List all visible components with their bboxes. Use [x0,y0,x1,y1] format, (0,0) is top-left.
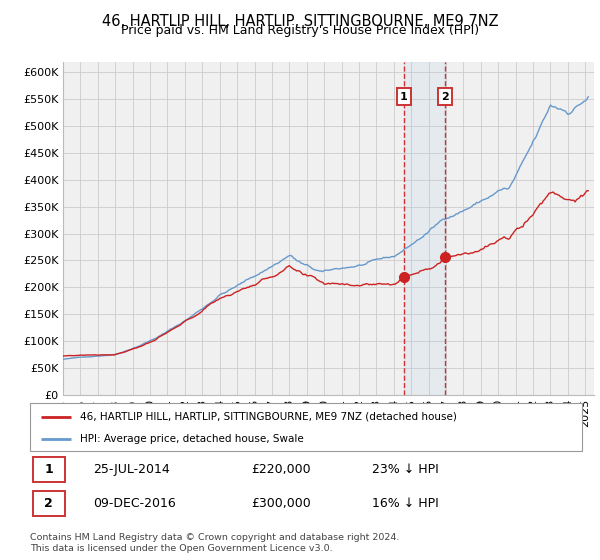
Text: 46, HARTLIP HILL, HARTLIP, SITTINGBOURNE, ME9 7NZ (detached house): 46, HARTLIP HILL, HARTLIP, SITTINGBOURNE… [80,412,457,422]
Text: 23% ↓ HPI: 23% ↓ HPI [372,463,439,477]
Text: 2: 2 [44,497,53,510]
Text: 09-DEC-2016: 09-DEC-2016 [94,497,176,510]
Bar [404,62,445,395]
FancyBboxPatch shape [30,403,582,451]
Text: 46, HARTLIP HILL, HARTLIP, SITTINGBOURNE, ME9 7NZ: 46, HARTLIP HILL, HARTLIP, SITTINGBOURNE… [101,14,499,29]
Text: 16% ↓ HPI: 16% ↓ HPI [372,497,439,510]
Text: £220,000: £220,000 [251,463,310,477]
Text: HPI: Average price, detached house, Swale: HPI: Average price, detached house, Swal… [80,434,304,444]
FancyBboxPatch shape [33,491,65,516]
Text: 1: 1 [44,463,53,477]
Text: Price paid vs. HM Land Registry's House Price Index (HPI): Price paid vs. HM Land Registry's House … [121,24,479,37]
Text: Contains HM Land Registry data © Crown copyright and database right 2024.
This d: Contains HM Land Registry data © Crown c… [30,533,400,553]
Text: 2: 2 [441,91,449,101]
Text: 25-JUL-2014: 25-JUL-2014 [94,463,170,477]
Text: 1: 1 [400,91,407,101]
Text: £300,000: £300,000 [251,497,311,510]
FancyBboxPatch shape [33,458,65,482]
